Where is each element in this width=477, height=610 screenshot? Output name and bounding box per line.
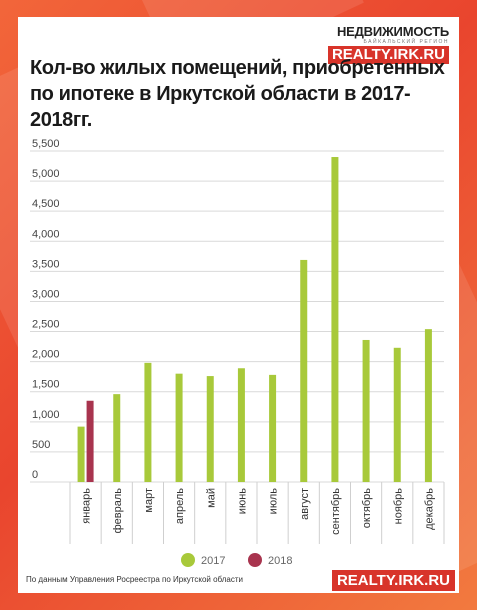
y-tick-label: 4,000: [32, 228, 60, 240]
bar-2017-май[interactable]: [206, 376, 214, 482]
chart-card: НЕДВИЖИМОСТЬ БАЙКАЛЬСКИЙ РЕГИОН REALTY.I…: [18, 17, 459, 593]
x-tick-label: июнь: [236, 488, 248, 514]
x-tick-label: август: [299, 488, 311, 520]
x-tick-label: май: [205, 488, 217, 508]
x-tick-label: сентябрь: [330, 488, 342, 535]
bar-2017-март[interactable]: [144, 362, 152, 482]
y-tick-label: 1,000: [32, 409, 60, 421]
bar-chart: 0 500 1,000 1,500 2,000 2,500 3,000 3,500 4,000 4…: [30, 138, 445, 567]
bar-2017-январь[interactable]: [77, 426, 85, 482]
x-tick-label: январь: [81, 488, 93, 524]
legend-swatch-2017: [181, 553, 195, 567]
bar-2017-ноябрь[interactable]: [393, 347, 401, 482]
legend-swatch-2018: [248, 553, 262, 567]
y-tick-label: 500: [32, 439, 50, 451]
grid-lines: [30, 150, 445, 544]
y-tick-label: 4,500: [32, 198, 60, 210]
bar-2017-июнь[interactable]: [237, 368, 245, 482]
bar-2017-октябрь[interactable]: [362, 339, 370, 482]
x-tick-label: март: [143, 488, 155, 513]
y-tick-label: 5,500: [32, 138, 60, 150]
x-tick-label: апрель: [174, 488, 186, 524]
y-tick-label: 1,500: [32, 379, 60, 391]
bar-2017-апрель[interactable]: [175, 373, 183, 482]
y-tick-label: 3,500: [32, 258, 60, 270]
y-axis-ticks: 0 500 1,000 1,500 2,000 2,500 3,000 3,500 4,000 4…: [32, 138, 60, 481]
realty-logo[interactable]: НЕДВИЖИМОСТЬ БАЙКАЛЬСКИЙ РЕГИОН REALTY.I…: [327, 24, 449, 64]
logo-subtitle: БАЙКАЛЬСКИЙ РЕГИОН: [363, 39, 449, 45]
bars: [77, 157, 432, 482]
bar-2018-январь[interactable]: [86, 400, 94, 482]
legend-label-2018: 2018: [268, 555, 292, 567]
legend: 2017 2018: [181, 553, 292, 567]
x-tick-label: февраль: [112, 488, 124, 534]
y-tick-label: 2,000: [32, 349, 60, 361]
x-tick-label: ноябрь: [392, 488, 404, 525]
chart-title: Кол-во жилых помещений, приобретенных по…: [30, 57, 445, 131]
bar-2017-август[interactable]: [300, 259, 308, 482]
legend-label-2017: 2017: [201, 555, 225, 567]
y-tick-label: 3,000: [32, 288, 60, 300]
footer-logo[interactable]: REALTY.IRK.RU: [331, 570, 455, 591]
y-tick-label: 2,500: [32, 319, 60, 331]
bar-2017-февраль[interactable]: [113, 394, 121, 482]
y-tick-label: 0: [32, 469, 38, 481]
y-tick-label: 5,000: [32, 168, 60, 180]
bar-2017-сентябрь[interactable]: [331, 157, 339, 482]
x-tick-label: декабрь: [423, 488, 435, 530]
x-axis-ticks: январь февраль март апрель май июнь июль август…: [81, 488, 436, 535]
logo-title: НЕДВИЖИМОСТЬ: [336, 24, 449, 39]
bar-2017-июль[interactable]: [269, 374, 277, 482]
logo-site: REALTY.IRK.RU: [327, 46, 449, 64]
x-tick-label: октябрь: [361, 488, 373, 528]
x-tick-label: июль: [268, 488, 280, 515]
source-note: По данным Управления Росреестра по Иркут…: [26, 575, 244, 584]
bar-2017-декабрь[interactable]: [424, 329, 432, 482]
